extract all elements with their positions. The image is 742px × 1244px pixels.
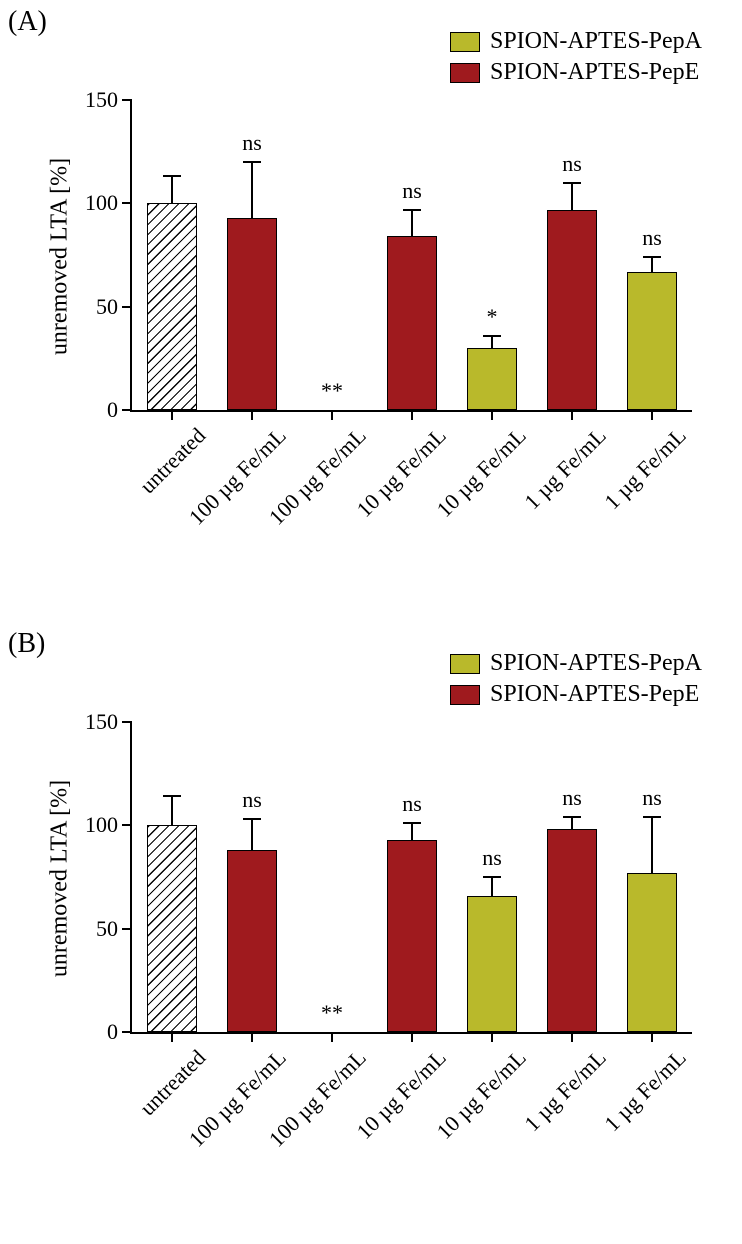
error-cap xyxy=(163,175,181,177)
significance-label: ns xyxy=(642,225,662,251)
y-tick-label: 100 xyxy=(85,812,132,838)
bar xyxy=(147,203,197,410)
bar xyxy=(547,829,597,1032)
bar xyxy=(627,873,677,1032)
x-tick-label: 1 µg Fe/mL xyxy=(506,1032,611,1137)
significance-label: ** xyxy=(321,378,343,404)
bar xyxy=(387,236,437,410)
legend-label: SPION-APTES-PepE xyxy=(490,59,699,86)
error-bar xyxy=(571,817,573,829)
error-bar xyxy=(411,210,413,237)
y-tick-label: 50 xyxy=(96,916,132,942)
error-bar xyxy=(491,877,493,896)
legend-swatch xyxy=(450,63,480,83)
error-cap xyxy=(483,335,501,337)
y-tick-label: 100 xyxy=(85,190,132,216)
error-cap xyxy=(243,161,261,163)
error-bar xyxy=(251,819,253,850)
significance-label: ns xyxy=(482,845,502,871)
y-tick-label: 150 xyxy=(85,87,132,113)
significance-label: ** xyxy=(321,1000,343,1026)
panel-label: (B) xyxy=(8,628,45,660)
x-tick-label: 1 µg Fe/mL xyxy=(586,410,691,515)
legend-row: SPION-APTES-PepE xyxy=(450,59,702,86)
legend-swatch xyxy=(450,32,480,52)
y-tick-label: 50 xyxy=(96,294,132,320)
significance-label: ns xyxy=(402,791,422,817)
significance-label: ns xyxy=(562,785,582,811)
error-cap xyxy=(243,818,261,820)
bar xyxy=(147,825,197,1032)
error-bar xyxy=(491,336,493,348)
x-tick-label: 1 µg Fe/mL xyxy=(586,1032,691,1137)
plot-area: 050100150untreatedns100 µg Fe/mL**100 µg… xyxy=(130,100,692,412)
error-bar xyxy=(411,823,413,840)
legend-row: SPION-APTES-PepA xyxy=(450,28,702,55)
y-tick-label: 0 xyxy=(107,397,132,423)
error-cap xyxy=(403,209,421,211)
error-bar xyxy=(171,176,173,203)
error-bar xyxy=(171,796,173,825)
significance-label: * xyxy=(487,304,498,330)
bar xyxy=(227,850,277,1032)
x-tick-label: 1 µg Fe/mL xyxy=(506,410,611,515)
figure: (A)SPION-APTES-PepASPION-APTES-PepE05010… xyxy=(0,0,742,1244)
y-tick-label: 150 xyxy=(85,709,132,735)
error-bar xyxy=(571,183,573,210)
legend: SPION-APTES-PepA SPION-APTES-PepE xyxy=(450,650,702,712)
y-axis-label: unremoved LTA [%] xyxy=(47,769,74,989)
legend: SPION-APTES-PepA SPION-APTES-PepE xyxy=(450,28,702,90)
significance-label: ns xyxy=(242,787,262,813)
error-cap xyxy=(643,816,661,818)
legend-swatch xyxy=(450,685,480,705)
error-cap xyxy=(403,822,421,824)
error-cap xyxy=(163,795,181,797)
y-tick-label: 0 xyxy=(107,1019,132,1045)
legend-row: SPION-APTES-PepA xyxy=(450,650,702,677)
y-axis-label: unremoved LTA [%] xyxy=(47,147,74,367)
error-cap xyxy=(643,256,661,258)
significance-label: ns xyxy=(562,151,582,177)
significance-label: ns xyxy=(402,178,422,204)
panel-A: (A)SPION-APTES-PepASPION-APTES-PepE05010… xyxy=(0,0,742,620)
panel-B: (B)SPION-APTES-PepASPION-APTES-PepE05010… xyxy=(0,622,742,1242)
error-bar xyxy=(651,257,653,271)
legend-row: SPION-APTES-PepE xyxy=(450,681,702,708)
bar xyxy=(467,348,517,410)
error-cap xyxy=(563,182,581,184)
legend-label: SPION-APTES-PepA xyxy=(490,650,702,677)
significance-label: ns xyxy=(642,785,662,811)
plot-area: 050100150untreatedns100 µg Fe/mL**100 µg… xyxy=(130,722,692,1034)
legend-swatch xyxy=(450,654,480,674)
error-bar xyxy=(651,817,653,873)
error-cap xyxy=(563,816,581,818)
significance-label: ns xyxy=(242,130,262,156)
bar xyxy=(467,896,517,1032)
legend-label: SPION-APTES-PepE xyxy=(490,681,699,708)
bar xyxy=(387,840,437,1032)
error-bar xyxy=(251,162,253,218)
bar xyxy=(627,272,677,410)
bar xyxy=(227,218,277,410)
error-cap xyxy=(483,876,501,878)
bar xyxy=(547,210,597,410)
panel-label: (A) xyxy=(8,6,47,38)
legend-label: SPION-APTES-PepA xyxy=(490,28,702,55)
